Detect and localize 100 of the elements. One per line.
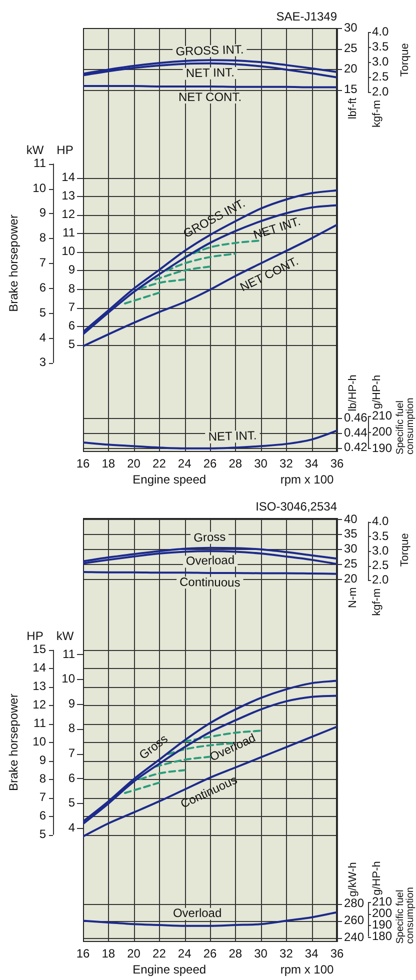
y-tick-label: 15 (32, 642, 46, 656)
y-tick-label: 5 (68, 337, 76, 352)
y-tick-label: 240 (344, 930, 364, 944)
series-label: Gross (193, 530, 226, 545)
y2-tick-label: 200 (372, 424, 392, 439)
y2-tick-label: 4.0 (372, 24, 390, 39)
chart-title: SAE-J1349 (276, 9, 338, 24)
y-tick-label: 6 (39, 808, 46, 823)
x-tick-label: 20 (127, 456, 141, 470)
x-axis-title: Engine speed (132, 962, 206, 976)
chart-title: ISO-3046,2534 (256, 499, 338, 514)
text: Torque (399, 533, 412, 567)
y2-axis-title: kgf-m (371, 100, 384, 128)
y-tick-label: 30 (344, 20, 358, 34)
y2-axis-title: kW (56, 629, 74, 644)
y2-tick-label: 4 (39, 330, 46, 344)
series-label: NET INT. (186, 65, 234, 80)
text: Specific fuel consumption (394, 398, 416, 454)
y2-tick-label: 4 (68, 820, 76, 834)
y-tick-label: 13 (62, 188, 76, 202)
x-tick-label: 16 (76, 456, 90, 470)
y-axis-title: g/kW-h (347, 862, 360, 897)
x-tick-label: 30 (254, 946, 268, 960)
x-tick-label: 26 (203, 456, 217, 470)
y-tick-label: 0.44 (344, 425, 368, 440)
y2-tick-label: 210 (372, 894, 392, 909)
y-tick-label: 25 (344, 40, 358, 55)
x-tick-label: 18 (102, 946, 116, 960)
y-tick-label: 20 (344, 572, 358, 586)
x-tick-label: 36 (330, 946, 344, 960)
x-tick-label: 28 (228, 946, 242, 960)
series-label: NET CONT. (178, 90, 242, 104)
y-tick-label: 8 (39, 772, 46, 786)
x-tick-label: 34 (304, 946, 319, 960)
x-tick-label: 32 (280, 946, 294, 960)
text: Brake horsepower (6, 694, 20, 792)
text: Brake horsepower (6, 214, 20, 312)
y-tick-label: 10 (32, 734, 46, 749)
y2-tick-label: 3.5 (372, 40, 390, 54)
series-label: GROSS INT. (175, 42, 244, 59)
y-tick-label: 260 (344, 913, 364, 928)
y2-tick-label: 3.0 (372, 543, 390, 558)
y-tick-label: 14 (62, 170, 76, 184)
x-tick-label: 34 (304, 456, 319, 470)
y2-tick-label: 210 (372, 408, 392, 422)
text: Torque (399, 43, 412, 77)
y-tick-label: 20 (344, 61, 358, 76)
series-label: Continuous (179, 574, 240, 590)
y-tick-label: 9 (68, 262, 76, 277)
y2-axis-title: kW (26, 142, 44, 157)
x-tick-label: 24 (178, 456, 192, 470)
text: NET INT. (252, 214, 302, 242)
y-axis-title: N-m (347, 587, 360, 608)
y2-tick-label: 190 (372, 440, 392, 455)
y-tick-label: 280 (344, 896, 364, 910)
y-tick-label: 6 (68, 318, 76, 332)
y2-axis-title: g/HP-h (371, 374, 384, 410)
y2-tick-label: 4.0 (372, 514, 390, 528)
x-tick-label: 20 (127, 946, 141, 960)
y-tick-label: 11 (34, 716, 46, 730)
y-tick-label: 40 (344, 512, 358, 526)
y-axis-title: HP (26, 629, 44, 644)
y2-tick-label: 3.5 (372, 528, 390, 543)
x-tick-label: 26 (203, 946, 217, 960)
y-tick-label: 11 (62, 226, 76, 240)
y2-tick-label: 2.5 (372, 558, 390, 572)
x-tick-label: 16 (76, 946, 90, 960)
y-axis-title: HP (56, 142, 74, 157)
y-tick-label: 0.46 (344, 410, 368, 425)
y-tick-label: 9 (39, 753, 46, 768)
x-tick-label: 18 (102, 456, 116, 470)
y-tick-label: 8 (68, 281, 76, 296)
x-tick-label: 24 (178, 946, 192, 960)
x-tick-label: 22 (152, 456, 166, 470)
y-tick-label: 5 (39, 827, 46, 842)
y-tick-label: 0.42 (344, 440, 368, 454)
y-axis-title: lbf-ft (347, 98, 360, 120)
y-tick-label: 35 (344, 526, 358, 541)
y-tick-label: 7 (39, 790, 46, 804)
y2-axis-title: kgf-m (371, 588, 384, 616)
y2-tick-label: 2.5 (372, 69, 390, 84)
series-label: Overload (172, 906, 222, 920)
series-label: NET INT. (208, 428, 257, 444)
y2-tick-label: 2.0 (372, 572, 390, 587)
text: Specific fuel consumption (394, 887, 416, 944)
y-tick-label: 25 (344, 556, 358, 571)
x-tick-label: 22 (152, 946, 166, 960)
y2-tick-label: 2.0 (372, 84, 390, 98)
series-label: Overload (186, 552, 235, 568)
text: rpm x 100 (280, 472, 334, 486)
y-axis-title: lb/HP-h (347, 374, 360, 412)
y-tick-label: 14 (32, 660, 46, 675)
y2-tick-label: 3 (39, 355, 46, 370)
y-tick-label: 12 (32, 698, 46, 712)
x-tick-label: 28 (228, 456, 242, 470)
x-tick-label: 30 (254, 456, 268, 470)
y2-tick-label: 180 (372, 928, 392, 943)
y2-axis-title: g/HP-h (371, 861, 384, 896)
x-tick-label: 36 (330, 456, 344, 470)
x-axis-title: Engine speed (132, 472, 206, 486)
